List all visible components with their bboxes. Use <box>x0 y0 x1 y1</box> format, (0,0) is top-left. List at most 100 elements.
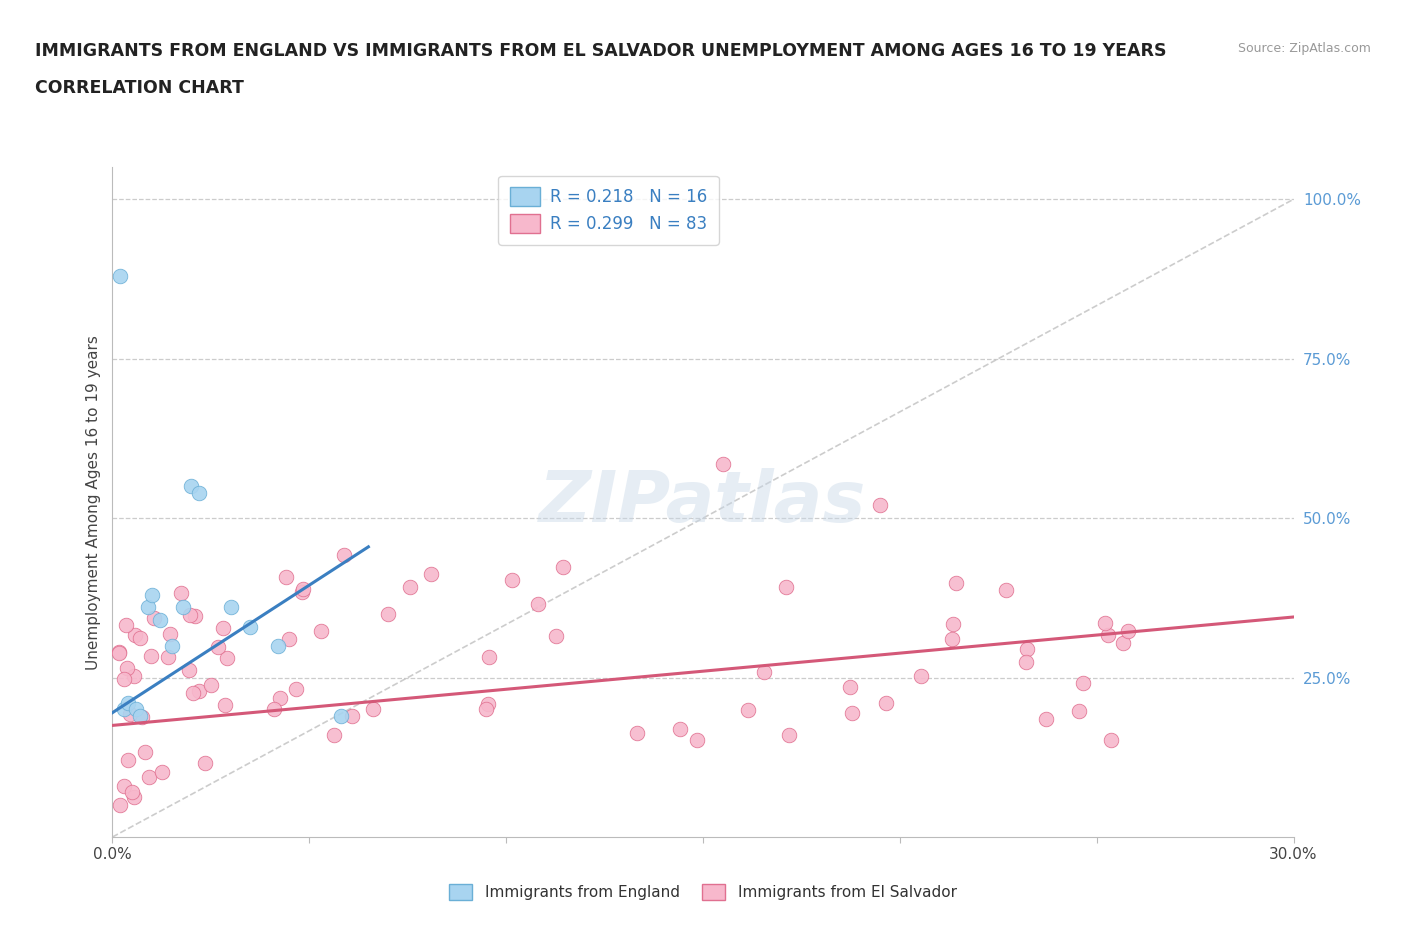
Point <box>340 709 363 724</box>
Point <box>124 628 146 643</box>
Point <box>110 798 132 813</box>
Point <box>207 640 229 655</box>
Point <box>193 755 215 770</box>
Point <box>333 548 356 563</box>
Point <box>669 722 692 737</box>
Point <box>212 620 235 635</box>
Point <box>160 638 183 653</box>
Point <box>1094 616 1116 631</box>
Point <box>138 769 160 784</box>
Point <box>267 638 290 653</box>
Point <box>115 618 138 633</box>
Point <box>941 632 963 647</box>
Point <box>122 669 145 684</box>
Point <box>269 691 291 706</box>
Text: CORRELATION CHART: CORRELATION CHART <box>35 79 245 97</box>
Point <box>1097 628 1119 643</box>
Point <box>200 677 222 692</box>
Point <box>1111 635 1133 650</box>
Point <box>107 645 129 660</box>
Point <box>150 764 173 779</box>
Point <box>115 660 138 675</box>
Point <box>399 579 422 594</box>
Point <box>108 644 131 659</box>
Point <box>1099 733 1122 748</box>
Point <box>945 576 967 591</box>
Point <box>263 701 285 716</box>
Point <box>177 662 200 677</box>
Point <box>626 725 648 740</box>
Point <box>323 727 346 742</box>
Point <box>875 696 897 711</box>
Point <box>1116 623 1139 638</box>
Point <box>188 684 211 698</box>
Point <box>475 702 498 717</box>
Point <box>184 608 207 623</box>
Point <box>117 753 139 768</box>
Point <box>995 583 1018 598</box>
Legend: Immigrants from England, Immigrants from El Salvador: Immigrants from England, Immigrants from… <box>443 878 963 907</box>
Point <box>544 629 567 644</box>
Point <box>188 485 211 500</box>
Point <box>118 707 141 722</box>
Point <box>134 745 156 760</box>
Point <box>775 579 797 594</box>
Point <box>291 584 314 599</box>
Point <box>112 778 135 793</box>
Point <box>180 479 202 494</box>
Point <box>839 680 862 695</box>
Point <box>377 606 399 621</box>
Point <box>215 651 238 666</box>
Point <box>363 701 385 716</box>
Point <box>136 600 159 615</box>
Point <box>1015 655 1038 670</box>
Point <box>131 710 153 724</box>
Point <box>910 669 932 684</box>
Point <box>309 624 332 639</box>
Point <box>276 570 298 585</box>
Text: Source: ZipAtlas.com: Source: ZipAtlas.com <box>1237 42 1371 55</box>
Point <box>125 702 148 717</box>
Point <box>553 560 575 575</box>
Point <box>277 632 299 647</box>
Point <box>478 649 501 664</box>
Point <box>122 790 145 804</box>
Point <box>754 665 776 680</box>
Y-axis label: Unemployment Among Ages 16 to 19 years: Unemployment Among Ages 16 to 19 years <box>86 335 101 670</box>
Point <box>869 498 891 512</box>
Point <box>141 587 163 602</box>
Point <box>156 649 179 664</box>
Point <box>129 709 152 724</box>
Point <box>181 685 204 700</box>
Point <box>419 566 441 581</box>
Point <box>112 671 135 686</box>
Point <box>527 596 550 611</box>
Point <box>121 784 143 799</box>
Text: IMMIGRANTS FROM ENGLAND VS IMMIGRANTS FROM EL SALVADOR UNEMPLOYMENT AMONG AGES 1: IMMIGRANTS FROM ENGLAND VS IMMIGRANTS FR… <box>35 42 1167 60</box>
Point <box>219 600 242 615</box>
Point <box>214 698 236 712</box>
Point <box>129 631 152 645</box>
Point <box>110 269 132 284</box>
Point <box>172 600 194 615</box>
Point <box>117 696 139 711</box>
Point <box>149 613 172 628</box>
Point <box>291 581 314 596</box>
Point <box>778 727 800 742</box>
Point <box>284 682 307 697</box>
Point <box>142 610 165 625</box>
Point <box>1017 641 1039 656</box>
Point <box>1035 711 1057 726</box>
Point <box>711 457 734 472</box>
Point <box>477 697 499 711</box>
Point <box>170 586 193 601</box>
Point <box>329 709 352 724</box>
Text: ZIPatlas: ZIPatlas <box>540 468 866 537</box>
Point <box>179 607 201 622</box>
Point <box>112 702 135 717</box>
Point <box>1073 675 1095 690</box>
Point <box>737 702 759 717</box>
Point <box>139 649 162 664</box>
Point <box>686 732 709 747</box>
Point <box>942 617 965 631</box>
